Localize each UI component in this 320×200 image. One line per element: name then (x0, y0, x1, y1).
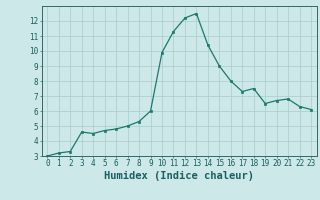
X-axis label: Humidex (Indice chaleur): Humidex (Indice chaleur) (104, 171, 254, 181)
